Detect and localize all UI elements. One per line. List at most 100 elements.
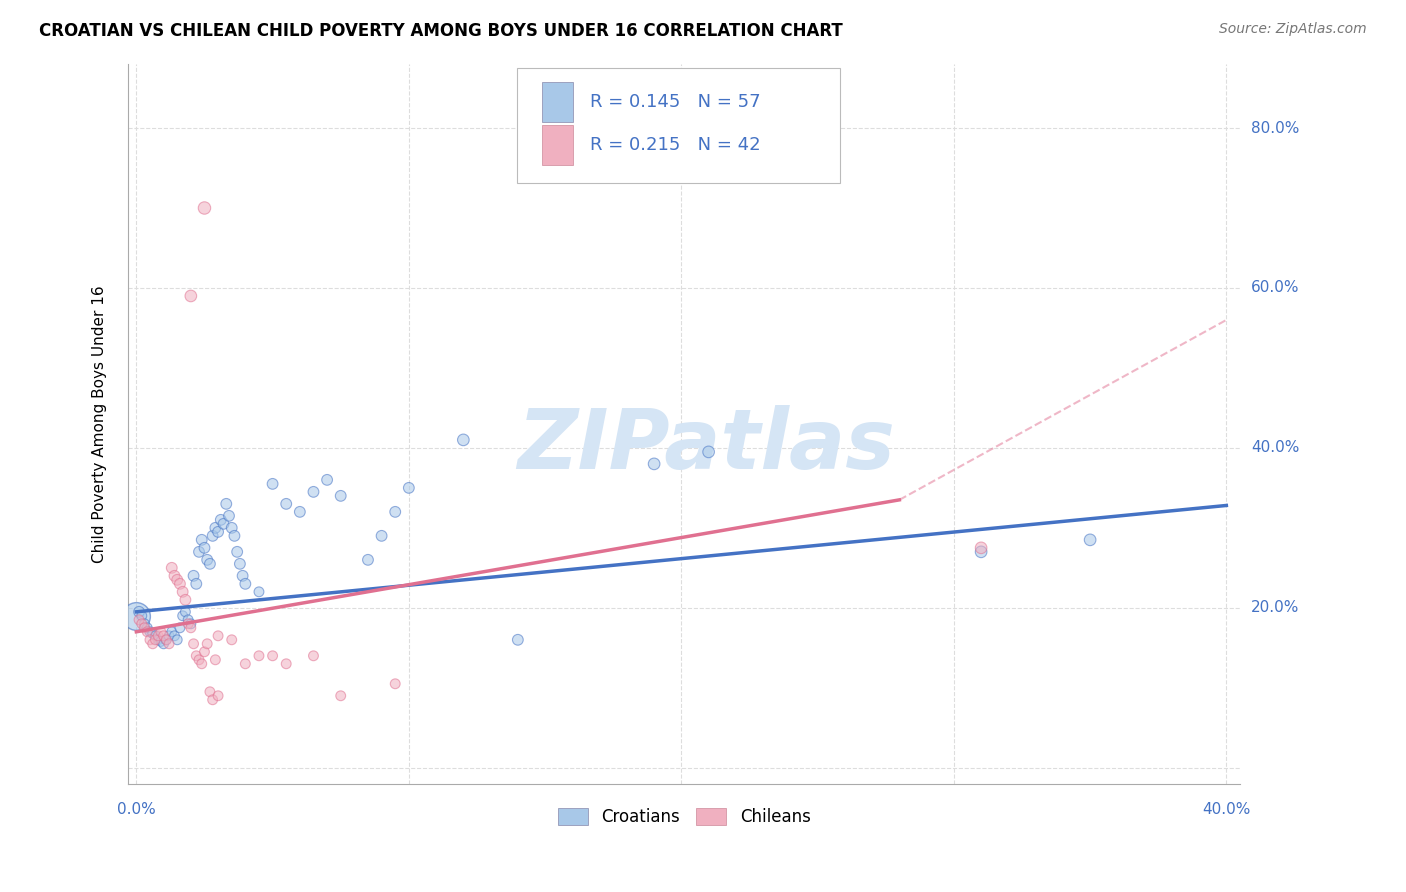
Point [180, 621, 202, 635]
Point [201, 692, 224, 706]
Point [229, 557, 252, 571]
Point [207, 689, 229, 703]
Legend: Croatians, Chileans: Croatians, Chileans [558, 807, 811, 826]
Point [134, 621, 156, 635]
Text: 60.0%: 60.0% [1251, 280, 1299, 295]
Point [169, 621, 191, 635]
Point [183, 569, 205, 583]
Point [221, 632, 243, 647]
Point [221, 521, 243, 535]
Point [163, 569, 186, 583]
Point [177, 613, 200, 627]
Point [136, 621, 159, 635]
Text: ZIPatlas: ZIPatlas [517, 405, 896, 486]
Point [643, 457, 665, 471]
Point [201, 529, 224, 543]
Point [174, 605, 197, 619]
Point [207, 524, 229, 539]
Point [180, 616, 202, 631]
Point [188, 545, 211, 559]
Point [125, 608, 148, 623]
Text: 40.0%: 40.0% [1251, 441, 1299, 456]
Text: R = 0.145   N = 57: R = 0.145 N = 57 [589, 93, 761, 112]
Text: R = 0.215   N = 42: R = 0.215 N = 42 [589, 136, 761, 154]
Point [134, 616, 156, 631]
Point [131, 608, 153, 623]
Point [193, 645, 215, 659]
Point [157, 637, 180, 651]
Point [198, 685, 221, 699]
Point [186, 577, 208, 591]
Point [139, 632, 162, 647]
Text: 80.0%: 80.0% [1251, 120, 1299, 136]
Point [174, 592, 197, 607]
Text: CROATIAN VS CHILEAN CHILD POVERTY AMONG BOYS UNDER 16 CORRELATION CHART: CROATIAN VS CHILEAN CHILD POVERTY AMONG … [39, 22, 844, 40]
Point [160, 624, 183, 639]
Point [302, 648, 325, 663]
Y-axis label: Child Poverty Among Boys Under 16: Child Poverty Among Boys Under 16 [93, 285, 107, 563]
Point [218, 508, 240, 523]
Point [152, 629, 174, 643]
Point [190, 533, 212, 547]
Text: 40.0%: 40.0% [1202, 802, 1250, 817]
Point [247, 584, 270, 599]
Point [276, 497, 298, 511]
Point [193, 201, 215, 215]
Point [357, 553, 380, 567]
Point [157, 629, 180, 643]
Point [188, 653, 211, 667]
Point [232, 569, 254, 583]
Point [262, 476, 284, 491]
Point [190, 657, 212, 671]
Point [145, 629, 167, 643]
Point [288, 505, 311, 519]
Point [316, 473, 339, 487]
Point [155, 632, 177, 647]
Point [155, 632, 177, 647]
Point [131, 616, 153, 631]
Bar [541, 82, 572, 121]
Point [329, 689, 352, 703]
Point [149, 634, 172, 648]
Point [142, 637, 165, 651]
Point [160, 561, 183, 575]
Point [209, 513, 232, 527]
Point [183, 637, 205, 651]
Point [370, 529, 392, 543]
Point [453, 433, 475, 447]
Text: Source: ZipAtlas.com: Source: ZipAtlas.com [1219, 22, 1367, 37]
Point [166, 632, 188, 647]
Bar [541, 125, 572, 165]
Point [166, 573, 188, 587]
Point [193, 541, 215, 555]
Point [276, 657, 298, 671]
Point [212, 516, 235, 531]
Point [302, 484, 325, 499]
Point [204, 521, 226, 535]
Point [146, 632, 169, 647]
Point [152, 637, 174, 651]
Point [233, 577, 256, 591]
Point [384, 677, 406, 691]
Point [247, 648, 270, 663]
Point [970, 541, 993, 555]
Point [970, 545, 993, 559]
Point [128, 613, 150, 627]
Point [142, 626, 165, 640]
Point [172, 608, 194, 623]
Point [195, 637, 218, 651]
Point [384, 505, 406, 519]
Point [180, 289, 202, 303]
Text: 20.0%: 20.0% [1251, 600, 1299, 615]
Point [697, 445, 720, 459]
Point [198, 557, 221, 571]
Point [136, 624, 159, 639]
Point [398, 481, 420, 495]
Point [145, 632, 167, 647]
Point [204, 653, 226, 667]
Point [163, 629, 186, 643]
Point [262, 648, 284, 663]
Point [1078, 533, 1101, 547]
Point [128, 605, 150, 619]
Point [172, 584, 194, 599]
